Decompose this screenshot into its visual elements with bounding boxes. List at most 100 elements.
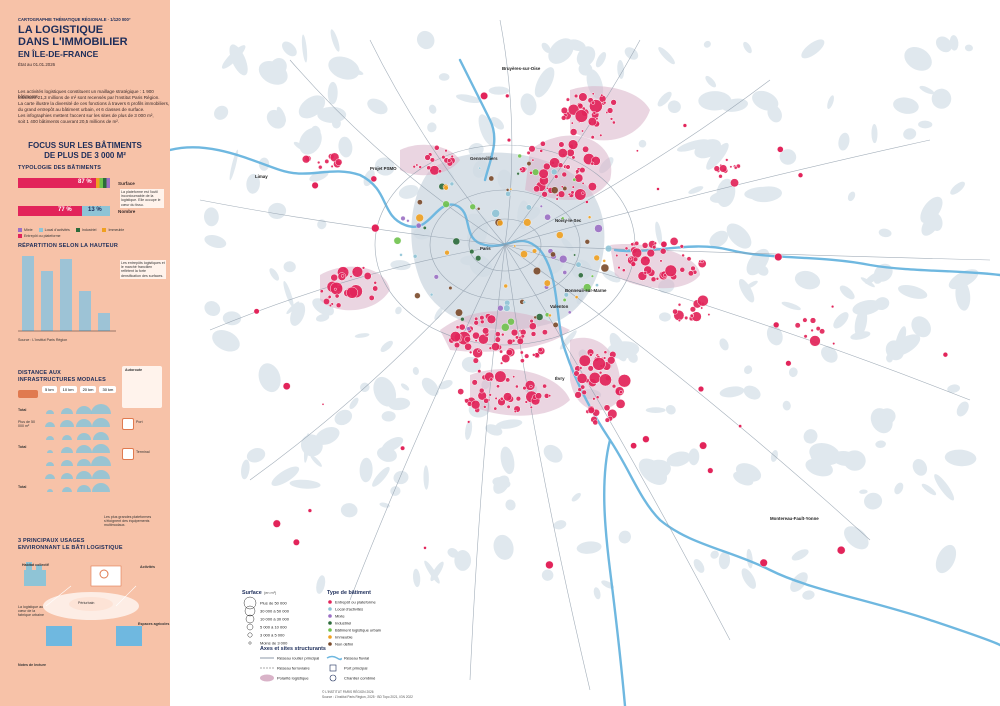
- logistics-building: [591, 100, 596, 105]
- logistics-building: [334, 293, 340, 299]
- logistics-building: [496, 384, 500, 389]
- legend-surface-title: Surface: [242, 590, 262, 596]
- logistics-building: [458, 323, 466, 331]
- logistics-building: [618, 390, 624, 395]
- logistics-building: [477, 349, 481, 353]
- logistics-building: [558, 141, 565, 148]
- intro-line6: soit 1 400 bâtiments couvrant 20,5 milli…: [18, 119, 120, 124]
- other-building: [513, 244, 517, 248]
- logistics-building: [555, 197, 559, 201]
- logistics-building: [652, 245, 657, 250]
- logistics-building: [473, 320, 479, 326]
- logistics-building: [522, 385, 527, 391]
- logistics-building: [524, 400, 528, 404]
- logistics-building: [578, 366, 583, 370]
- port-icon: [122, 418, 134, 430]
- logistics-building: [301, 155, 311, 164]
- logistics-building: [519, 167, 523, 172]
- distance-dome: [46, 410, 54, 414]
- city-label: Projet PSMO: [370, 166, 397, 171]
- logistics-building: [699, 441, 707, 450]
- logistics-building: [588, 371, 601, 384]
- typology-legend-item: Mixte: [18, 228, 33, 232]
- typology-legend-item: Immeuble: [102, 228, 124, 232]
- surface-class-circle: [244, 605, 256, 617]
- terminal-icon: [122, 448, 134, 460]
- distance-dome: [62, 435, 72, 440]
- logistics-building: [330, 164, 334, 168]
- logistics-building: [785, 360, 792, 367]
- logistics-building: [582, 145, 590, 153]
- other-building: [600, 263, 610, 273]
- logistics-building: [272, 519, 281, 528]
- logistics-building: [571, 185, 575, 189]
- logistics-building: [797, 172, 804, 178]
- logistics-building: [587, 365, 594, 372]
- logistics-building: [615, 399, 626, 409]
- logistics-building: [539, 149, 544, 153]
- other-building: [491, 209, 500, 218]
- other-building: [455, 308, 463, 317]
- logistics-building: [574, 173, 584, 183]
- logistics-building: [531, 158, 535, 162]
- usage-habitat: Habitat collectif: [22, 563, 49, 567]
- other-building: [469, 203, 476, 210]
- other-building: [444, 250, 450, 256]
- other-building: [523, 218, 532, 227]
- logistics-building: [659, 259, 663, 263]
- logistics-building: [713, 165, 720, 172]
- logistics-building: [499, 349, 504, 354]
- type-label: Industriel: [335, 620, 351, 625]
- distance-dome: [47, 489, 53, 492]
- logistics-building: [472, 357, 479, 364]
- logistics-building: [324, 158, 330, 164]
- logistics-building: [581, 181, 585, 185]
- logistics-building: [469, 350, 473, 354]
- logistics-building: [573, 370, 580, 377]
- logistics-building: [489, 377, 494, 382]
- logistics-building: [697, 294, 709, 307]
- logistics-building: [557, 190, 566, 198]
- logistics-building: [464, 342, 472, 351]
- distance-dome: [92, 483, 110, 492]
- logistics-building: [515, 384, 519, 389]
- logistics-building: [656, 187, 660, 191]
- distance-domes: [45, 404, 111, 492]
- distance-dome: [45, 474, 55, 479]
- other-building: [578, 272, 584, 278]
- other-building: [449, 181, 455, 187]
- logistics-building: [659, 247, 667, 255]
- logistics-building: [557, 148, 568, 159]
- other-building: [466, 326, 471, 332]
- logistics-building: [679, 267, 686, 273]
- other-building: [544, 213, 551, 221]
- logistics-building: [617, 265, 621, 270]
- logistics-building: [689, 306, 696, 313]
- logistics-building: [437, 169, 442, 174]
- logistics-building: [580, 384, 586, 390]
- logistics-building: [565, 97, 570, 102]
- logistics-building: [832, 342, 836, 345]
- other-building: [505, 191, 511, 197]
- logistics-building: [501, 354, 511, 363]
- nombre-label: Nombre: [118, 209, 136, 214]
- other-building: [602, 259, 606, 263]
- logistics-building: [587, 117, 597, 127]
- logistics-building: [592, 419, 599, 426]
- distance-title-line1: DISTANCE AUX: [18, 370, 62, 376]
- edition-date: État au 01.01.2026: [18, 62, 56, 67]
- logistics-building: [505, 377, 511, 383]
- logistics-building: [480, 92, 488, 100]
- other-building: [533, 267, 542, 276]
- logistics-building: [602, 356, 607, 360]
- logistics-building: [794, 322, 801, 329]
- surface-class-label: 10 000 à 30 000: [260, 617, 290, 622]
- other-building: [551, 186, 559, 194]
- type-label: Mixte: [335, 613, 345, 618]
- other-building: [443, 185, 449, 191]
- distance-dome: [93, 432, 109, 440]
- logistics-building: [585, 200, 589, 204]
- logistics-building: [689, 313, 694, 318]
- logistics-building: [810, 328, 814, 333]
- logistics-building: [282, 382, 291, 391]
